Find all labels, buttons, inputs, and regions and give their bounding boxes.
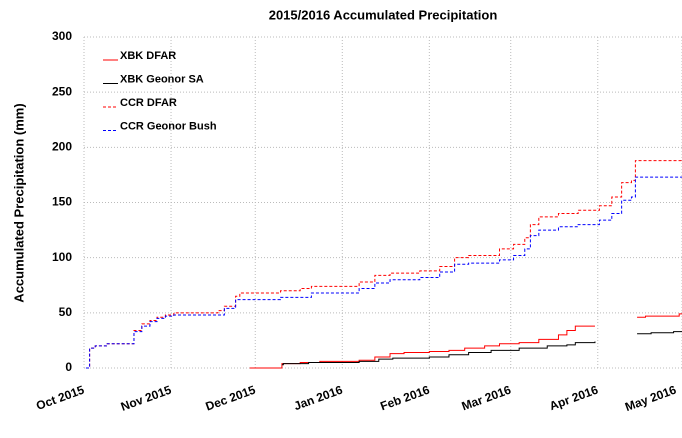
step-line: [281, 331, 682, 366]
y-tick-label: 250: [52, 84, 72, 98]
x-tick-label: Nov 2015: [119, 383, 174, 414]
legend-label: CCR DFAR: [120, 97, 177, 109]
step-line: [85, 176, 682, 369]
legend-label: XBK DFAR: [120, 50, 176, 62]
x-tick-label: Feb 2016: [378, 383, 431, 414]
y-tick-label: 50: [59, 305, 73, 319]
x-tick-label: Jan 2016: [292, 383, 345, 414]
chart-title: 2015/2016 Accumulated Precipitation: [269, 7, 498, 22]
y-tick-label: 100: [52, 250, 72, 264]
legend-label: CCR Geonor Bush: [120, 120, 217, 132]
y-tick-label: 0: [65, 360, 72, 374]
x-tick-label: Apr 2016: [547, 383, 600, 414]
x-tick-label: May 2016: [623, 383, 678, 415]
y-tick-label: 150: [52, 195, 72, 209]
step-line: [85, 160, 682, 369]
step-line: [249, 313, 682, 369]
x-tick-label: Mar 2016: [460, 383, 513, 414]
y-tick-label: 200: [52, 140, 72, 154]
x-tick-label: Dec 2015: [204, 383, 258, 414]
legend-label: XBK Geonor SA: [120, 73, 204, 85]
y-axis-label: Accumulated Precipitation (mm): [11, 103, 26, 302]
x-tick-label: Oct 2015: [34, 383, 86, 413]
y-tick-label: 300: [52, 29, 72, 43]
